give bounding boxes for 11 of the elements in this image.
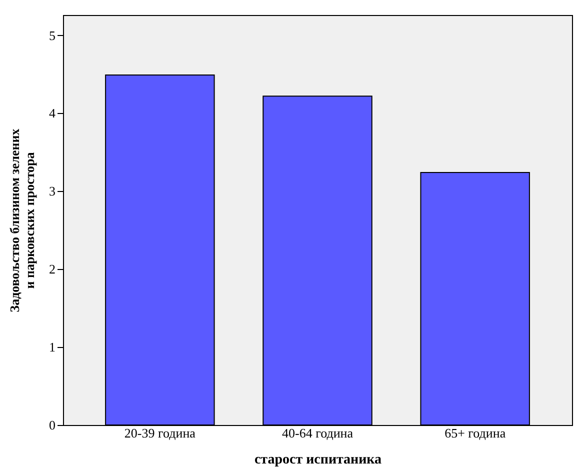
y-axis-title: Задовољство близином зелених и парковских простора: [7, 128, 37, 312]
x-axis-title: старост испитаника: [254, 452, 382, 468]
y-tick-label: 3: [49, 184, 56, 199]
y-tick-label: 1: [49, 340, 56, 355]
x-tick-label: 40-64 година: [282, 426, 354, 440]
y-tick-label: 2: [49, 262, 56, 277]
y-tick-label: 0: [49, 418, 56, 432]
y-tick-label: 4: [49, 106, 56, 121]
x-tick-label: 20-39 година: [124, 426, 196, 440]
x-tick-label: 65+ година: [444, 426, 506, 440]
y-tick-label: 5: [49, 28, 56, 43]
